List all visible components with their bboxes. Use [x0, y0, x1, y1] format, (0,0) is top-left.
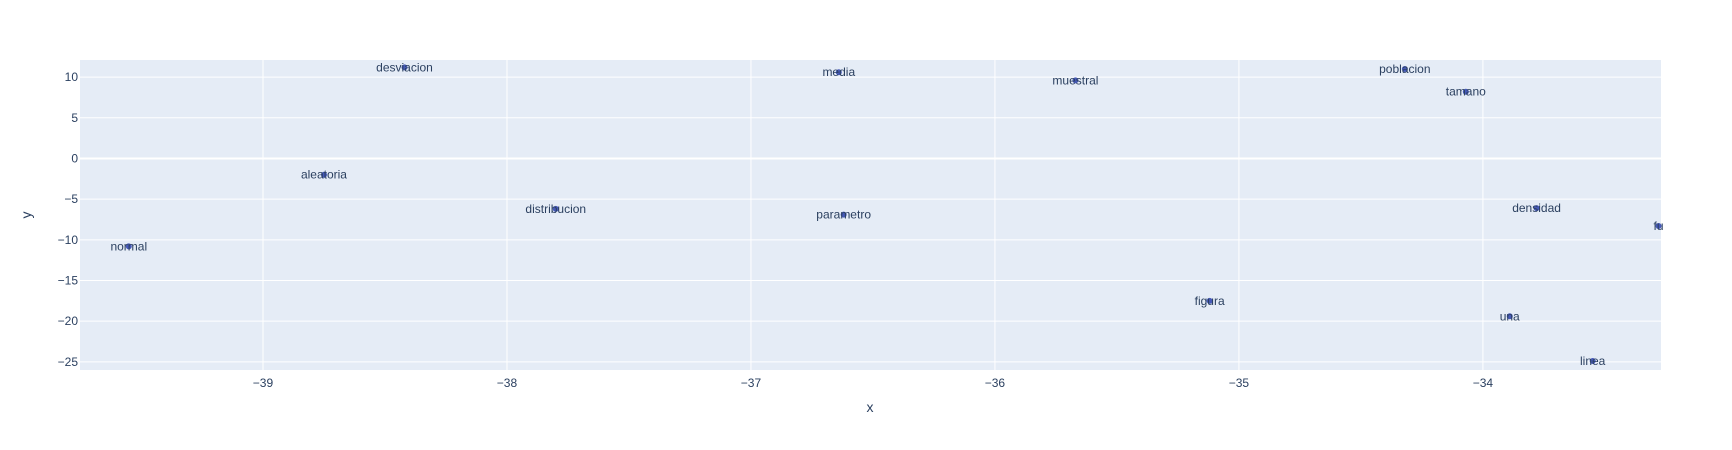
data-point: [401, 64, 408, 71]
y-tick-label: −25: [58, 355, 79, 369]
y-tick-labels: 10 5 0 −5 −10 −15 −20 −25: [58, 70, 79, 369]
data-point: [1589, 358, 1596, 365]
y-tick-label: 10: [65, 70, 79, 84]
x-tick-label: −37: [741, 376, 762, 390]
data-point: [1506, 313, 1513, 320]
data-point: [1533, 205, 1540, 212]
point-label: normal: [110, 239, 147, 253]
y-tick-label: 5: [71, 111, 78, 125]
y-tick-label: 0: [71, 151, 78, 165]
y-tick-label: −20: [58, 314, 79, 328]
point-label: una: [1500, 309, 1520, 323]
point-label: muestral: [1052, 73, 1098, 87]
point-label: figura: [1195, 294, 1225, 308]
point-label: parametro: [816, 208, 871, 222]
data-point: [1206, 297, 1213, 304]
point-label: desviacion: [376, 60, 433, 74]
point-label: media: [822, 65, 855, 79]
point-label: densidad: [1512, 201, 1561, 215]
point-label: poblacion: [1379, 62, 1430, 76]
point-label: aleatoria: [301, 168, 347, 182]
data-point: [840, 211, 847, 218]
data-point: [1401, 65, 1408, 72]
data-point: [835, 69, 842, 76]
x-axis-title: x: [867, 399, 874, 415]
y-tick-label: −10: [58, 233, 79, 247]
point-labels: desviacion media muestral poblacion tamano al…: [110, 60, 1663, 368]
data-point: [552, 205, 559, 212]
x-tick-label: −39: [253, 376, 274, 390]
x-tick-label: −38: [497, 376, 518, 390]
y-axis-title: y: [18, 212, 34, 219]
data-point: [1655, 222, 1662, 229]
point-label: linea: [1580, 354, 1606, 368]
x-tick-labels: −39 −38 −37 −36 −35 −34: [253, 376, 1494, 390]
x-tick-label: −34: [1473, 376, 1494, 390]
point-label: distribucion: [525, 202, 586, 216]
y-tick-label: −5: [64, 192, 78, 206]
data-point: [125, 243, 132, 250]
plot-background: [80, 60, 1661, 370]
y-tick-label: −15: [58, 273, 79, 287]
data-point: [1072, 77, 1079, 84]
data-point: [320, 171, 327, 178]
data-points: [125, 64, 1662, 365]
x-tick-label: −36: [985, 376, 1006, 390]
point-label: fu: [1654, 219, 1664, 233]
x-gridlines: [262, 60, 1484, 370]
x-tick-label: −35: [1229, 376, 1250, 390]
y-gridlines: [80, 76, 1661, 363]
point-label: tamano: [1446, 85, 1486, 99]
data-point: [1462, 88, 1469, 95]
